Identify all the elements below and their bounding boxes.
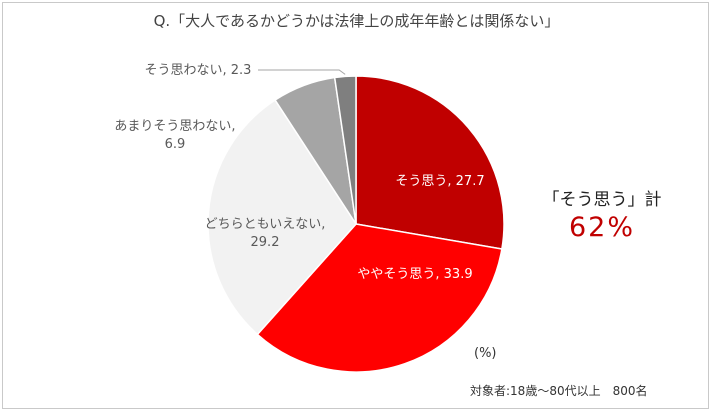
leader-line-5: [258, 69, 346, 75]
summary-label: 「そう思う」計: [542, 190, 662, 210]
chart-title: Q.「大人であるかどうかは法律上の成年年齢とは関係ない」: [153, 12, 560, 30]
pie-slice-2: [256, 223, 503, 373]
pie-slice-5: [333, 75, 357, 225]
summary-value: 62%: [568, 212, 635, 243]
summary-callout: 「そう思う」計 62%: [537, 185, 667, 243]
unit-label: (%): [474, 346, 497, 361]
pie-slice-3: [207, 99, 357, 336]
slice-label-1: そう思う, 27.7: [395, 174, 484, 189]
slice-label-3: どちらともいえない, 29.2: [205, 217, 326, 250]
respondent-note: 対象者:18歳～80代以上 800名: [470, 384, 648, 398]
slice-label-2: ややそう思う, 33.9: [357, 267, 472, 282]
slice-label-5: そう思わない, 2.3: [145, 63, 252, 78]
slice-label-4: あまりそう思わない, 6.9: [114, 119, 235, 152]
pie-slice-1: [355, 75, 505, 250]
